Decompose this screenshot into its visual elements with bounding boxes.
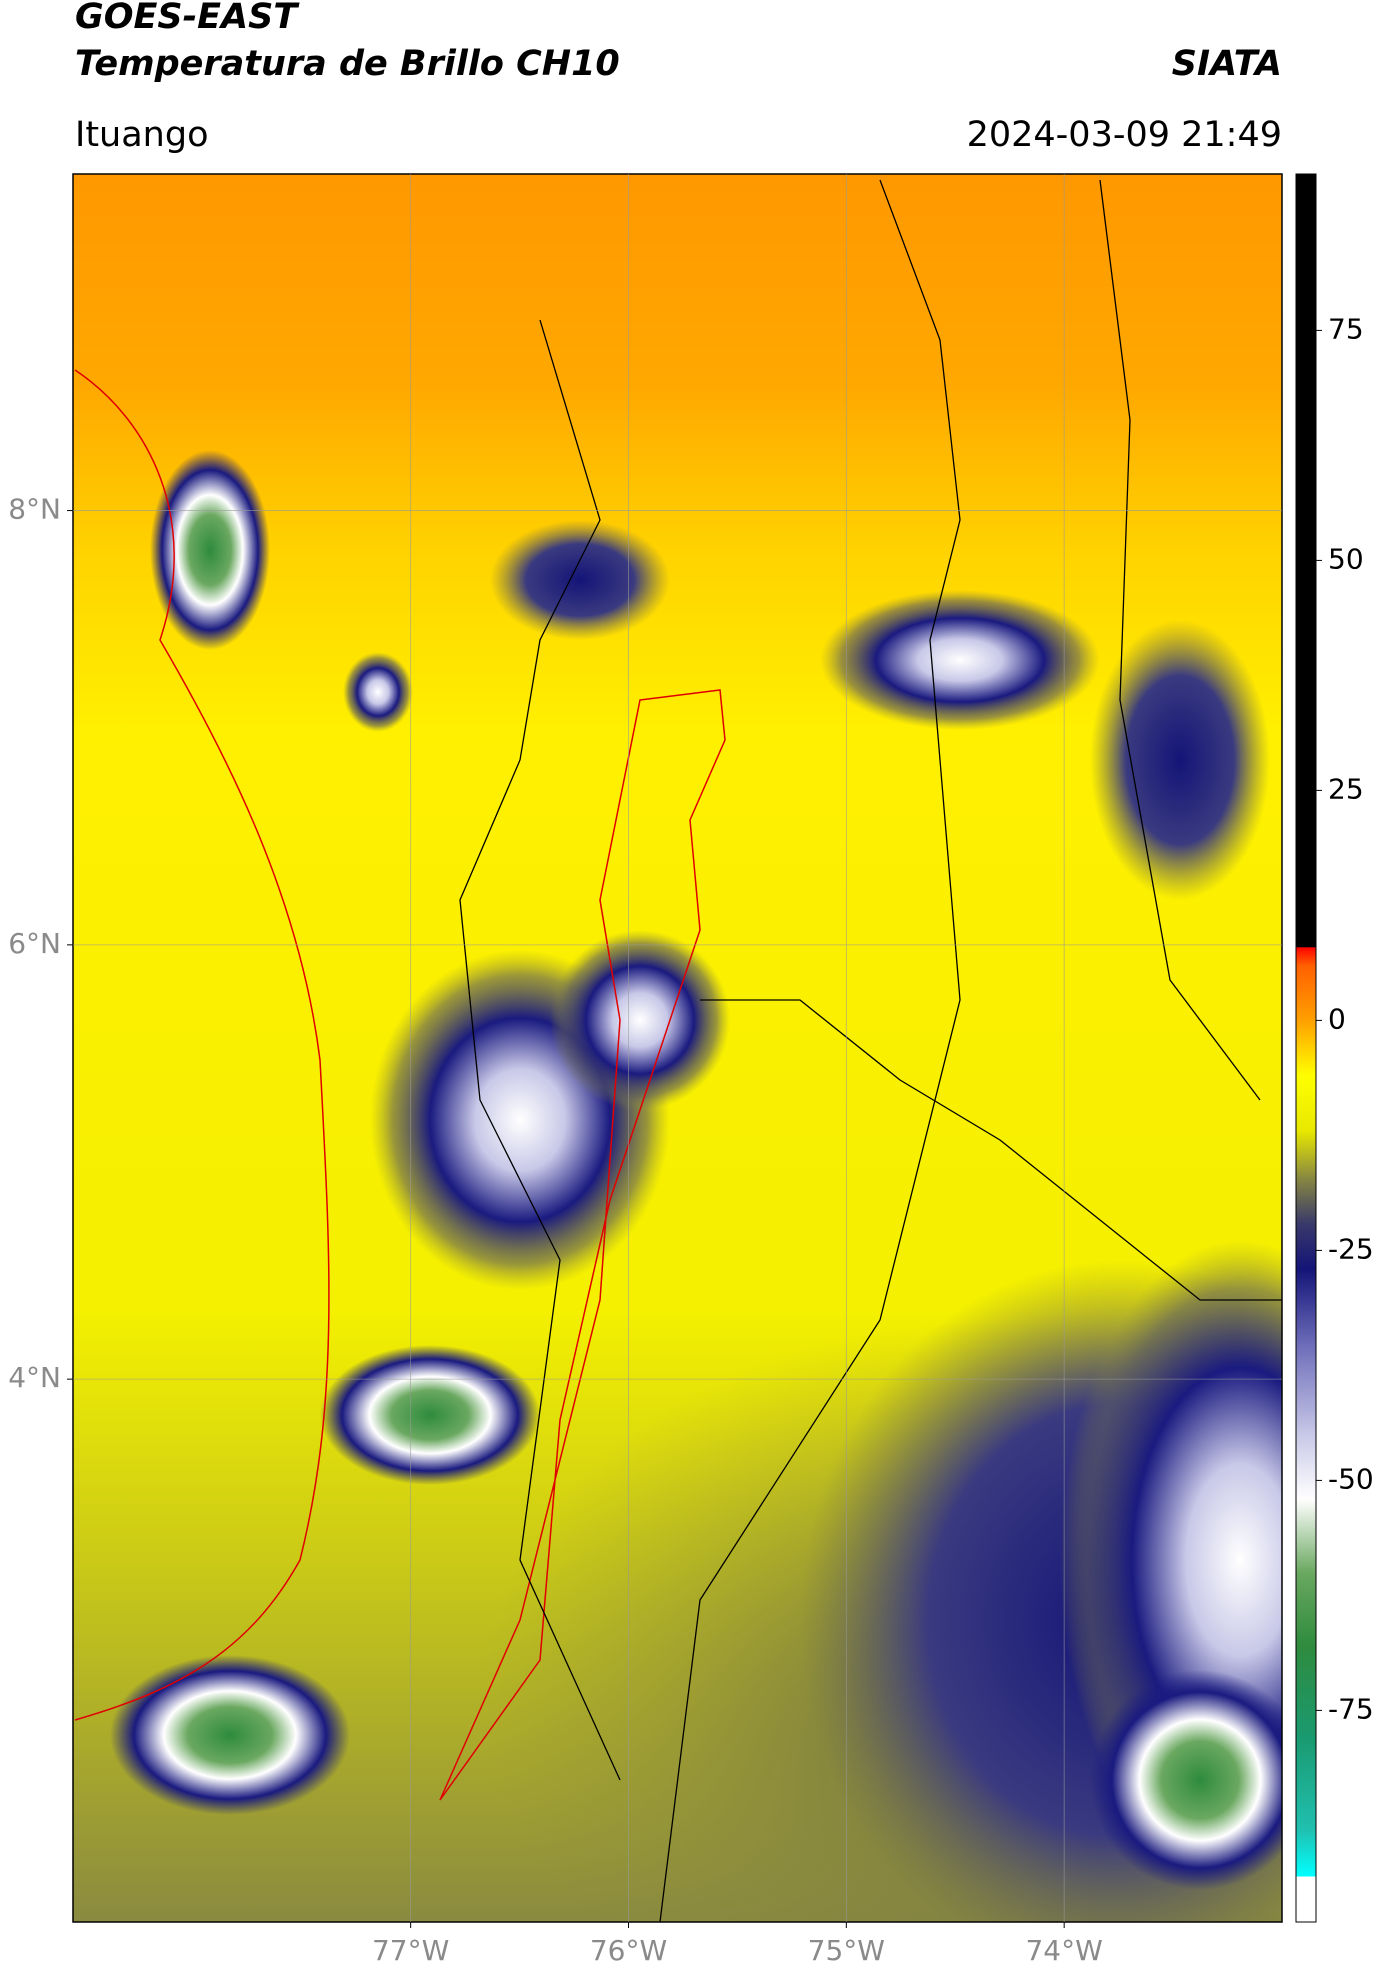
x-tick-label: 77°W bbox=[372, 1934, 449, 1967]
colorbar-segment bbox=[1296, 1646, 1316, 1739]
colorbar-tick-label: 50 bbox=[1328, 542, 1364, 575]
y-tick-label: 8°N bbox=[8, 493, 61, 526]
map-frame bbox=[72, 173, 1283, 1923]
colorbar-segment bbox=[1296, 1268, 1316, 1343]
colorbar-segment bbox=[1296, 1176, 1316, 1224]
colorbar-segment bbox=[1296, 1830, 1316, 1877]
colorbar-segment bbox=[1296, 1498, 1316, 1573]
x-tick-label: 76°W bbox=[590, 1934, 667, 1967]
colorbar-tick-label: -50 bbox=[1328, 1462, 1374, 1495]
colorbar-tick-label: -25 bbox=[1328, 1232, 1374, 1265]
colorbar-segment bbox=[1296, 946, 1316, 966]
colorbar-segment bbox=[1296, 1075, 1316, 1132]
colorbar-segment bbox=[1296, 1130, 1316, 1178]
colorbar-tick-label: 75 bbox=[1328, 312, 1364, 345]
colorbar-segment bbox=[1296, 965, 1316, 1021]
location: Ituango bbox=[75, 115, 209, 155]
colorbar-segment bbox=[1296, 1738, 1316, 1831]
colorbar-segment bbox=[1296, 1222, 1316, 1270]
colorbar-tick-label: -75 bbox=[1328, 1692, 1374, 1725]
y-tick-label: 6°N bbox=[8, 927, 61, 960]
colorbar-segment bbox=[1296, 1020, 1316, 1077]
colorbar-tick-label: 25 bbox=[1328, 772, 1364, 805]
colorbar-frame bbox=[1295, 173, 1317, 1923]
timestamp: 2024-03-09 21:49 bbox=[967, 115, 1282, 155]
colorbar-segment bbox=[1296, 1572, 1316, 1647]
x-tick-label: 75°W bbox=[808, 1934, 885, 1967]
colorbar-tick-label: 0 bbox=[1328, 1002, 1346, 1035]
colorbar-segment bbox=[1296, 174, 1316, 948]
colorbar-segment bbox=[1296, 1876, 1316, 1923]
title: GOES-EAST bbox=[75, 0, 300, 37]
x-tick-label: 74°W bbox=[1025, 1934, 1102, 1967]
subtitle: Temperatura de Brillo CH10 bbox=[75, 44, 620, 84]
source: SIATA bbox=[1172, 44, 1282, 84]
colorbar-segment bbox=[1296, 1434, 1316, 1500]
colorbar-segment bbox=[1296, 1342, 1316, 1435]
y-tick-label: 4°N bbox=[8, 1361, 61, 1394]
satellite-image bbox=[73, 174, 1282, 1922]
